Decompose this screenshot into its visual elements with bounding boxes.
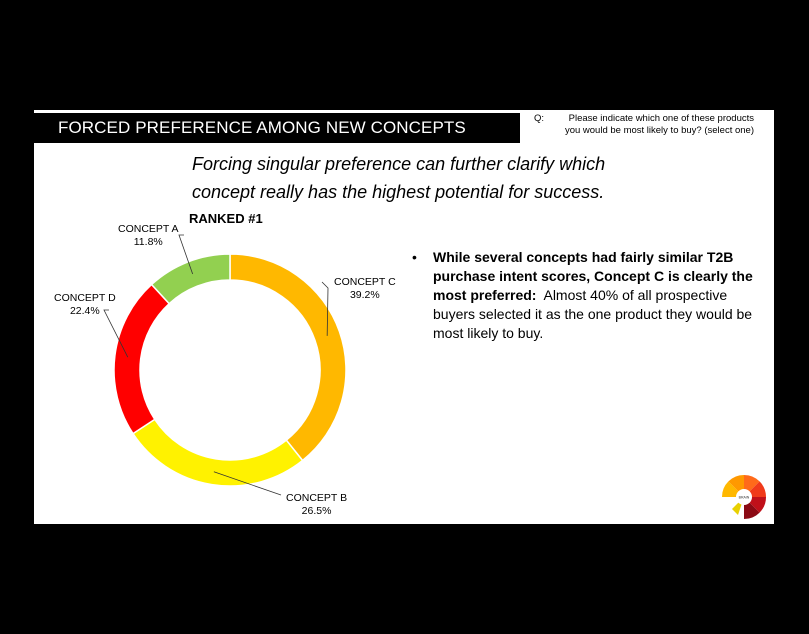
- question-text: Q: Please indicate which one of these pr…: [534, 113, 754, 137]
- leader-line-concept-c: [321, 281, 329, 336]
- slice-label-name: CONCEPT D: [54, 292, 116, 304]
- donut-slice-concept-d: [113, 283, 171, 435]
- donut-chart: [103, 234, 347, 496]
- slice-label-name: CONCEPT C: [334, 276, 396, 288]
- slice-label-concept-b: CONCEPT B 26.5%: [286, 492, 347, 518]
- bullet-normal-text: Almost 40% of all prospective buyers sel…: [433, 287, 753, 341]
- leader-line-concept-a: [178, 234, 194, 275]
- subtitle-line-1: Forcing singular preference can further …: [192, 154, 606, 174]
- slice-label-value: 39.2%: [349, 289, 380, 301]
- logo-text: BRAIN: [739, 496, 750, 500]
- leader-line-concept-b: [213, 471, 282, 496]
- semicircle-gauge-logo-icon: BRAIN: [721, 474, 767, 520]
- slice-label-concept-d: CONCEPT D 22.4%: [54, 292, 116, 318]
- slice-label-concept-a: CONCEPT A 11.8%: [118, 223, 179, 249]
- page-title: FORCED PREFERENCE AMONG NEW CONCEPTS: [34, 113, 520, 143]
- subtitle: Forcing singular preference can further …: [192, 150, 672, 206]
- question-body: Please indicate which one of these produ…: [564, 113, 754, 136]
- subtitle-line-2: concept really has the highest potential…: [192, 182, 605, 202]
- ranked-label: RANKED #1: [189, 211, 263, 226]
- leader-line-concept-d: [103, 309, 129, 358]
- slice-label-name: CONCEPT B: [286, 492, 348, 504]
- key-insight-bullet: • While several concepts had fairly simi…: [412, 248, 772, 343]
- slice-label-concept-c: CONCEPT C 39.2%: [334, 276, 396, 302]
- donut-slice-concept-c: [229, 253, 347, 462]
- bullet-marker: •: [412, 249, 417, 265]
- donut-slice-concept-b: [131, 418, 304, 487]
- slice-label-value: 22.4%: [69, 305, 100, 317]
- slice-label-value: 11.8%: [133, 236, 163, 248]
- question-label: Q:: [534, 113, 545, 124]
- slice-label-name: CONCEPT A: [118, 223, 179, 235]
- slide: FORCED PREFERENCE AMONG NEW CONCEPTS Q: …: [34, 110, 774, 524]
- slice-label-value: 26.5%: [301, 505, 332, 517]
- donut-slice-concept-a: [150, 253, 231, 305]
- bullet-bold-text: While several concepts had fairly simila…: [433, 249, 753, 303]
